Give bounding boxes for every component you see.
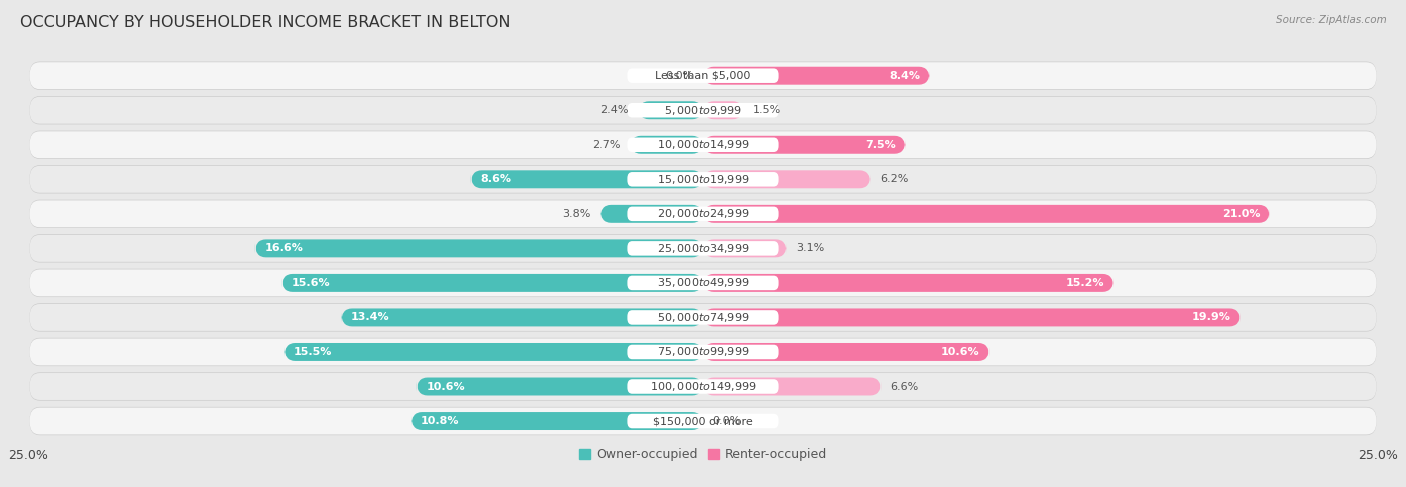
FancyBboxPatch shape — [703, 101, 744, 119]
FancyBboxPatch shape — [30, 97, 1376, 124]
FancyBboxPatch shape — [627, 137, 779, 152]
Legend: Owner-occupied, Renter-occupied: Owner-occupied, Renter-occupied — [574, 443, 832, 466]
Text: 2.7%: 2.7% — [592, 140, 620, 150]
FancyBboxPatch shape — [30, 165, 1376, 193]
FancyBboxPatch shape — [703, 136, 905, 154]
FancyBboxPatch shape — [30, 407, 1376, 435]
FancyBboxPatch shape — [627, 345, 779, 359]
FancyBboxPatch shape — [627, 206, 779, 221]
Text: 16.6%: 16.6% — [264, 244, 304, 253]
FancyBboxPatch shape — [30, 373, 1376, 400]
FancyBboxPatch shape — [30, 166, 1376, 193]
Text: 6.2%: 6.2% — [880, 174, 908, 184]
FancyBboxPatch shape — [416, 377, 703, 395]
FancyBboxPatch shape — [703, 308, 1240, 326]
Text: 6.6%: 6.6% — [890, 381, 920, 392]
Text: 10.6%: 10.6% — [426, 381, 465, 392]
Text: 15.5%: 15.5% — [294, 347, 332, 357]
FancyBboxPatch shape — [30, 200, 1376, 227]
FancyBboxPatch shape — [281, 274, 703, 292]
FancyBboxPatch shape — [627, 241, 779, 256]
FancyBboxPatch shape — [627, 414, 779, 428]
FancyBboxPatch shape — [703, 274, 1114, 292]
Text: 19.9%: 19.9% — [1192, 313, 1230, 322]
FancyBboxPatch shape — [627, 172, 779, 187]
FancyBboxPatch shape — [30, 234, 1376, 262]
FancyBboxPatch shape — [638, 101, 703, 119]
Text: 10.6%: 10.6% — [941, 347, 980, 357]
FancyBboxPatch shape — [30, 303, 1376, 332]
Text: $5,000 to $9,999: $5,000 to $9,999 — [664, 104, 742, 117]
FancyBboxPatch shape — [30, 131, 1376, 158]
FancyBboxPatch shape — [30, 338, 1376, 365]
FancyBboxPatch shape — [412, 412, 703, 430]
Text: 0.0%: 0.0% — [713, 416, 741, 426]
FancyBboxPatch shape — [30, 269, 1376, 297]
FancyBboxPatch shape — [30, 304, 1376, 331]
FancyBboxPatch shape — [630, 136, 703, 154]
FancyBboxPatch shape — [627, 103, 779, 117]
Text: $50,000 to $74,999: $50,000 to $74,999 — [657, 311, 749, 324]
FancyBboxPatch shape — [30, 373, 1376, 401]
Text: 15.2%: 15.2% — [1066, 278, 1104, 288]
Text: $10,000 to $14,999: $10,000 to $14,999 — [657, 138, 749, 151]
Text: 0.0%: 0.0% — [665, 71, 693, 81]
Text: $35,000 to $49,999: $35,000 to $49,999 — [657, 277, 749, 289]
Text: $150,000 or more: $150,000 or more — [654, 416, 752, 426]
Text: 13.4%: 13.4% — [350, 313, 389, 322]
FancyBboxPatch shape — [30, 408, 1376, 434]
FancyBboxPatch shape — [471, 170, 703, 188]
Text: $75,000 to $99,999: $75,000 to $99,999 — [657, 345, 749, 358]
FancyBboxPatch shape — [30, 200, 1376, 228]
FancyBboxPatch shape — [30, 62, 1376, 89]
Text: Less than $5,000: Less than $5,000 — [655, 71, 751, 81]
Text: OCCUPANCY BY HOUSEHOLDER INCOME BRACKET IN BELTON: OCCUPANCY BY HOUSEHOLDER INCOME BRACKET … — [20, 15, 510, 30]
Text: 21.0%: 21.0% — [1222, 209, 1260, 219]
Text: $20,000 to $24,999: $20,000 to $24,999 — [657, 207, 749, 220]
FancyBboxPatch shape — [703, 67, 929, 85]
FancyBboxPatch shape — [600, 205, 703, 223]
FancyBboxPatch shape — [627, 276, 779, 290]
FancyBboxPatch shape — [342, 308, 703, 326]
FancyBboxPatch shape — [703, 343, 990, 361]
Text: 1.5%: 1.5% — [754, 105, 782, 115]
FancyBboxPatch shape — [703, 205, 1270, 223]
FancyBboxPatch shape — [30, 96, 1376, 124]
Text: Source: ZipAtlas.com: Source: ZipAtlas.com — [1275, 15, 1386, 25]
FancyBboxPatch shape — [703, 240, 787, 257]
FancyBboxPatch shape — [30, 338, 1376, 366]
Text: 3.8%: 3.8% — [562, 209, 591, 219]
FancyBboxPatch shape — [30, 269, 1376, 297]
FancyBboxPatch shape — [703, 170, 870, 188]
FancyBboxPatch shape — [30, 235, 1376, 262]
Text: 8.4%: 8.4% — [890, 71, 921, 81]
FancyBboxPatch shape — [30, 131, 1376, 159]
Text: 15.6%: 15.6% — [291, 278, 330, 288]
FancyBboxPatch shape — [627, 310, 779, 325]
FancyBboxPatch shape — [703, 377, 882, 395]
Text: 3.1%: 3.1% — [796, 244, 824, 253]
FancyBboxPatch shape — [254, 240, 703, 257]
Text: $15,000 to $19,999: $15,000 to $19,999 — [657, 173, 749, 186]
Text: 7.5%: 7.5% — [865, 140, 896, 150]
Text: 2.4%: 2.4% — [600, 105, 628, 115]
Text: $25,000 to $34,999: $25,000 to $34,999 — [657, 242, 749, 255]
FancyBboxPatch shape — [284, 343, 703, 361]
Text: 10.8%: 10.8% — [420, 416, 460, 426]
FancyBboxPatch shape — [627, 379, 779, 394]
FancyBboxPatch shape — [627, 69, 779, 83]
Text: $100,000 to $149,999: $100,000 to $149,999 — [650, 380, 756, 393]
Text: 8.6%: 8.6% — [481, 174, 512, 184]
FancyBboxPatch shape — [30, 61, 1376, 90]
